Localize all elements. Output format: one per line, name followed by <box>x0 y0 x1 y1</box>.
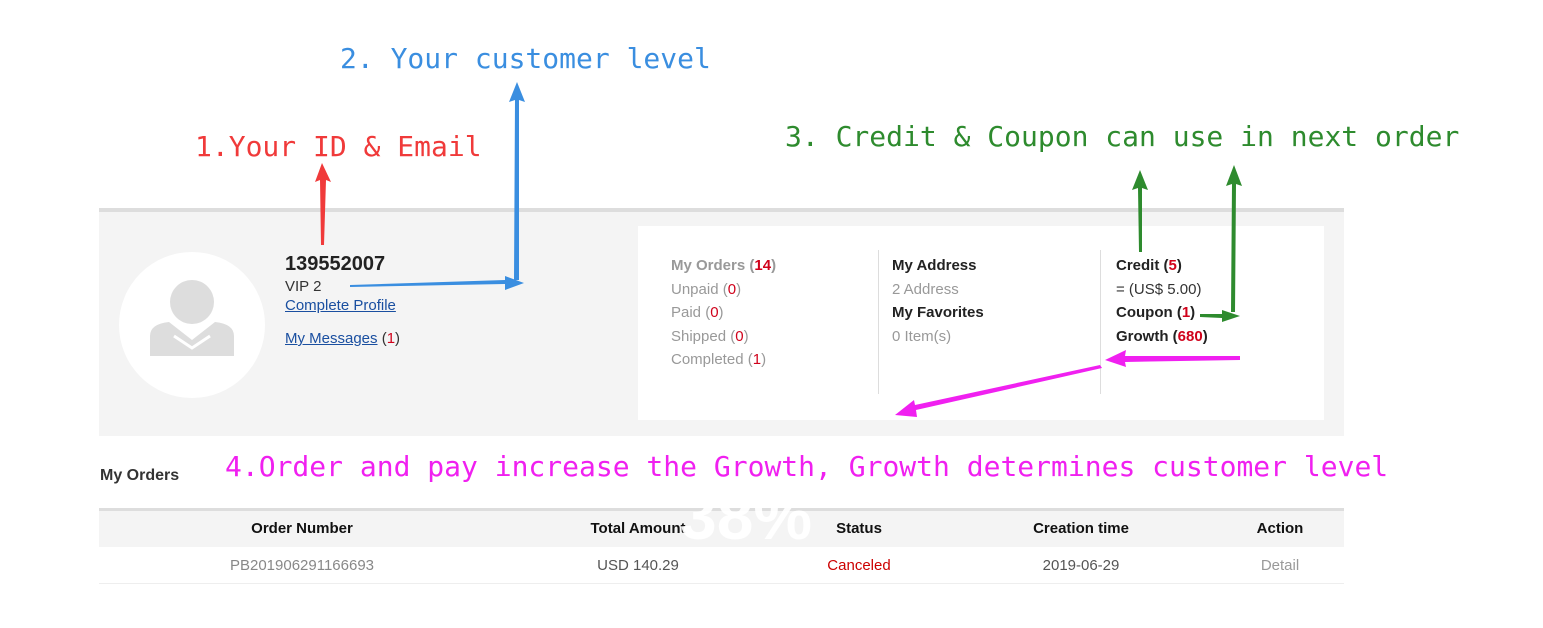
arrow-blue-right <box>350 276 524 290</box>
annotation-credit-coupon: 3. Credit & Coupon can use in next order <box>785 120 1460 153</box>
count: 0 <box>735 327 744 345</box>
label: Coupon <box>1116 304 1173 321</box>
address-count: 2 Address <box>892 280 959 298</box>
arrow-red <box>315 163 331 245</box>
col-total-amount: Total Amount <box>590 520 686 537</box>
divider <box>878 250 879 394</box>
count: 680 <box>1177 327 1203 345</box>
order-total: USD 140.29 <box>597 557 679 574</box>
credit-value: = (US$ 5.00) <box>1116 280 1202 298</box>
orders-section-title: My Orders <box>100 467 180 484</box>
paid-link[interactable]: Paid (0) <box>671 304 724 321</box>
label: Unpaid <box>671 280 719 298</box>
orders-title: My Orders <box>671 257 746 274</box>
avatar <box>119 252 265 398</box>
arrow-magenta-1 <box>1105 350 1240 367</box>
account-summary: My Orders (14) Unpaid (0) Paid (0) Shipp… <box>638 226 1324 420</box>
my-favorites-link[interactable]: My Favorites <box>892 304 984 321</box>
order-detail-link[interactable]: Detail <box>1260 557 1300 574</box>
my-orders-link[interactable]: My Orders (14) <box>671 257 777 274</box>
messages-count: 1 <box>386 330 396 347</box>
my-address-link[interactable]: My Address <box>892 257 977 274</box>
arrow-green-1 <box>1132 170 1148 252</box>
vip-level: VIP 2 <box>285 278 322 295</box>
my-messages-link[interactable]: My Messages <box>285 330 378 347</box>
credit-column: Credit (5) = (US$ 5.00) Coupon (1) Growt… <box>1116 254 1208 348</box>
unpaid-link[interactable]: Unpaid (0) <box>671 280 742 298</box>
order-date: 2019-06-29 <box>1042 557 1120 574</box>
count: 1 <box>1181 304 1191 321</box>
watermark: 38% <box>680 479 813 553</box>
col-creation-time: Creation time <box>1033 520 1129 537</box>
user-id: 139552007 <box>285 253 386 275</box>
col-action: Action <box>1256 520 1304 537</box>
count: 0 <box>710 304 719 321</box>
divider <box>1100 250 1101 394</box>
orders-count: 14 <box>754 257 772 274</box>
coupon[interactable]: Coupon (1) <box>1116 304 1196 321</box>
label: Shipped <box>671 327 727 345</box>
annotation-id-email: 1.Your ID & Email <box>195 130 482 163</box>
arrow-blue-up <box>509 82 525 280</box>
label: Growth <box>1116 327 1169 345</box>
label: Credit <box>1116 257 1160 274</box>
orders-table-header <box>99 508 1344 547</box>
growth: Growth (680) <box>1116 327 1208 345</box>
row-divider <box>99 583 1344 584</box>
col-status: Status <box>836 520 882 537</box>
count: 1 <box>752 351 762 368</box>
order-status: Canceled <box>827 557 891 574</box>
count: 5 <box>1168 257 1177 274</box>
col-order-number: Order Number <box>251 520 353 537</box>
order-number: PB201906291166693 <box>229 557 375 574</box>
shipped-link[interactable]: Shipped (0) <box>671 327 749 345</box>
arrow-green-2 <box>1226 165 1242 312</box>
favorites-count: 0 Item(s) <box>892 327 952 345</box>
credit[interactable]: Credit (5) <box>1116 257 1182 274</box>
address-column: My Address 2 Address My Favorites 0 Item… <box>892 254 984 348</box>
arrow-green-3 <box>1200 310 1240 322</box>
annotation-growth: 4.Order and pay increase the Growth, Gro… <box>225 450 1389 483</box>
arrow-magenta-2 <box>895 365 1102 417</box>
complete-profile-link[interactable]: Complete Profile <box>285 297 396 314</box>
my-messages: My Messages (1) <box>285 330 401 347</box>
label: Paid <box>671 304 702 321</box>
orders-column: My Orders (14) Unpaid (0) Paid (0) Shipp… <box>671 254 776 372</box>
label: Completed <box>671 351 744 368</box>
annotation-customer-level: 2. Your customer level <box>340 42 711 75</box>
count: 0 <box>727 280 737 298</box>
user-icon <box>150 280 234 356</box>
completed-link[interactable]: Completed (1) <box>671 351 767 368</box>
